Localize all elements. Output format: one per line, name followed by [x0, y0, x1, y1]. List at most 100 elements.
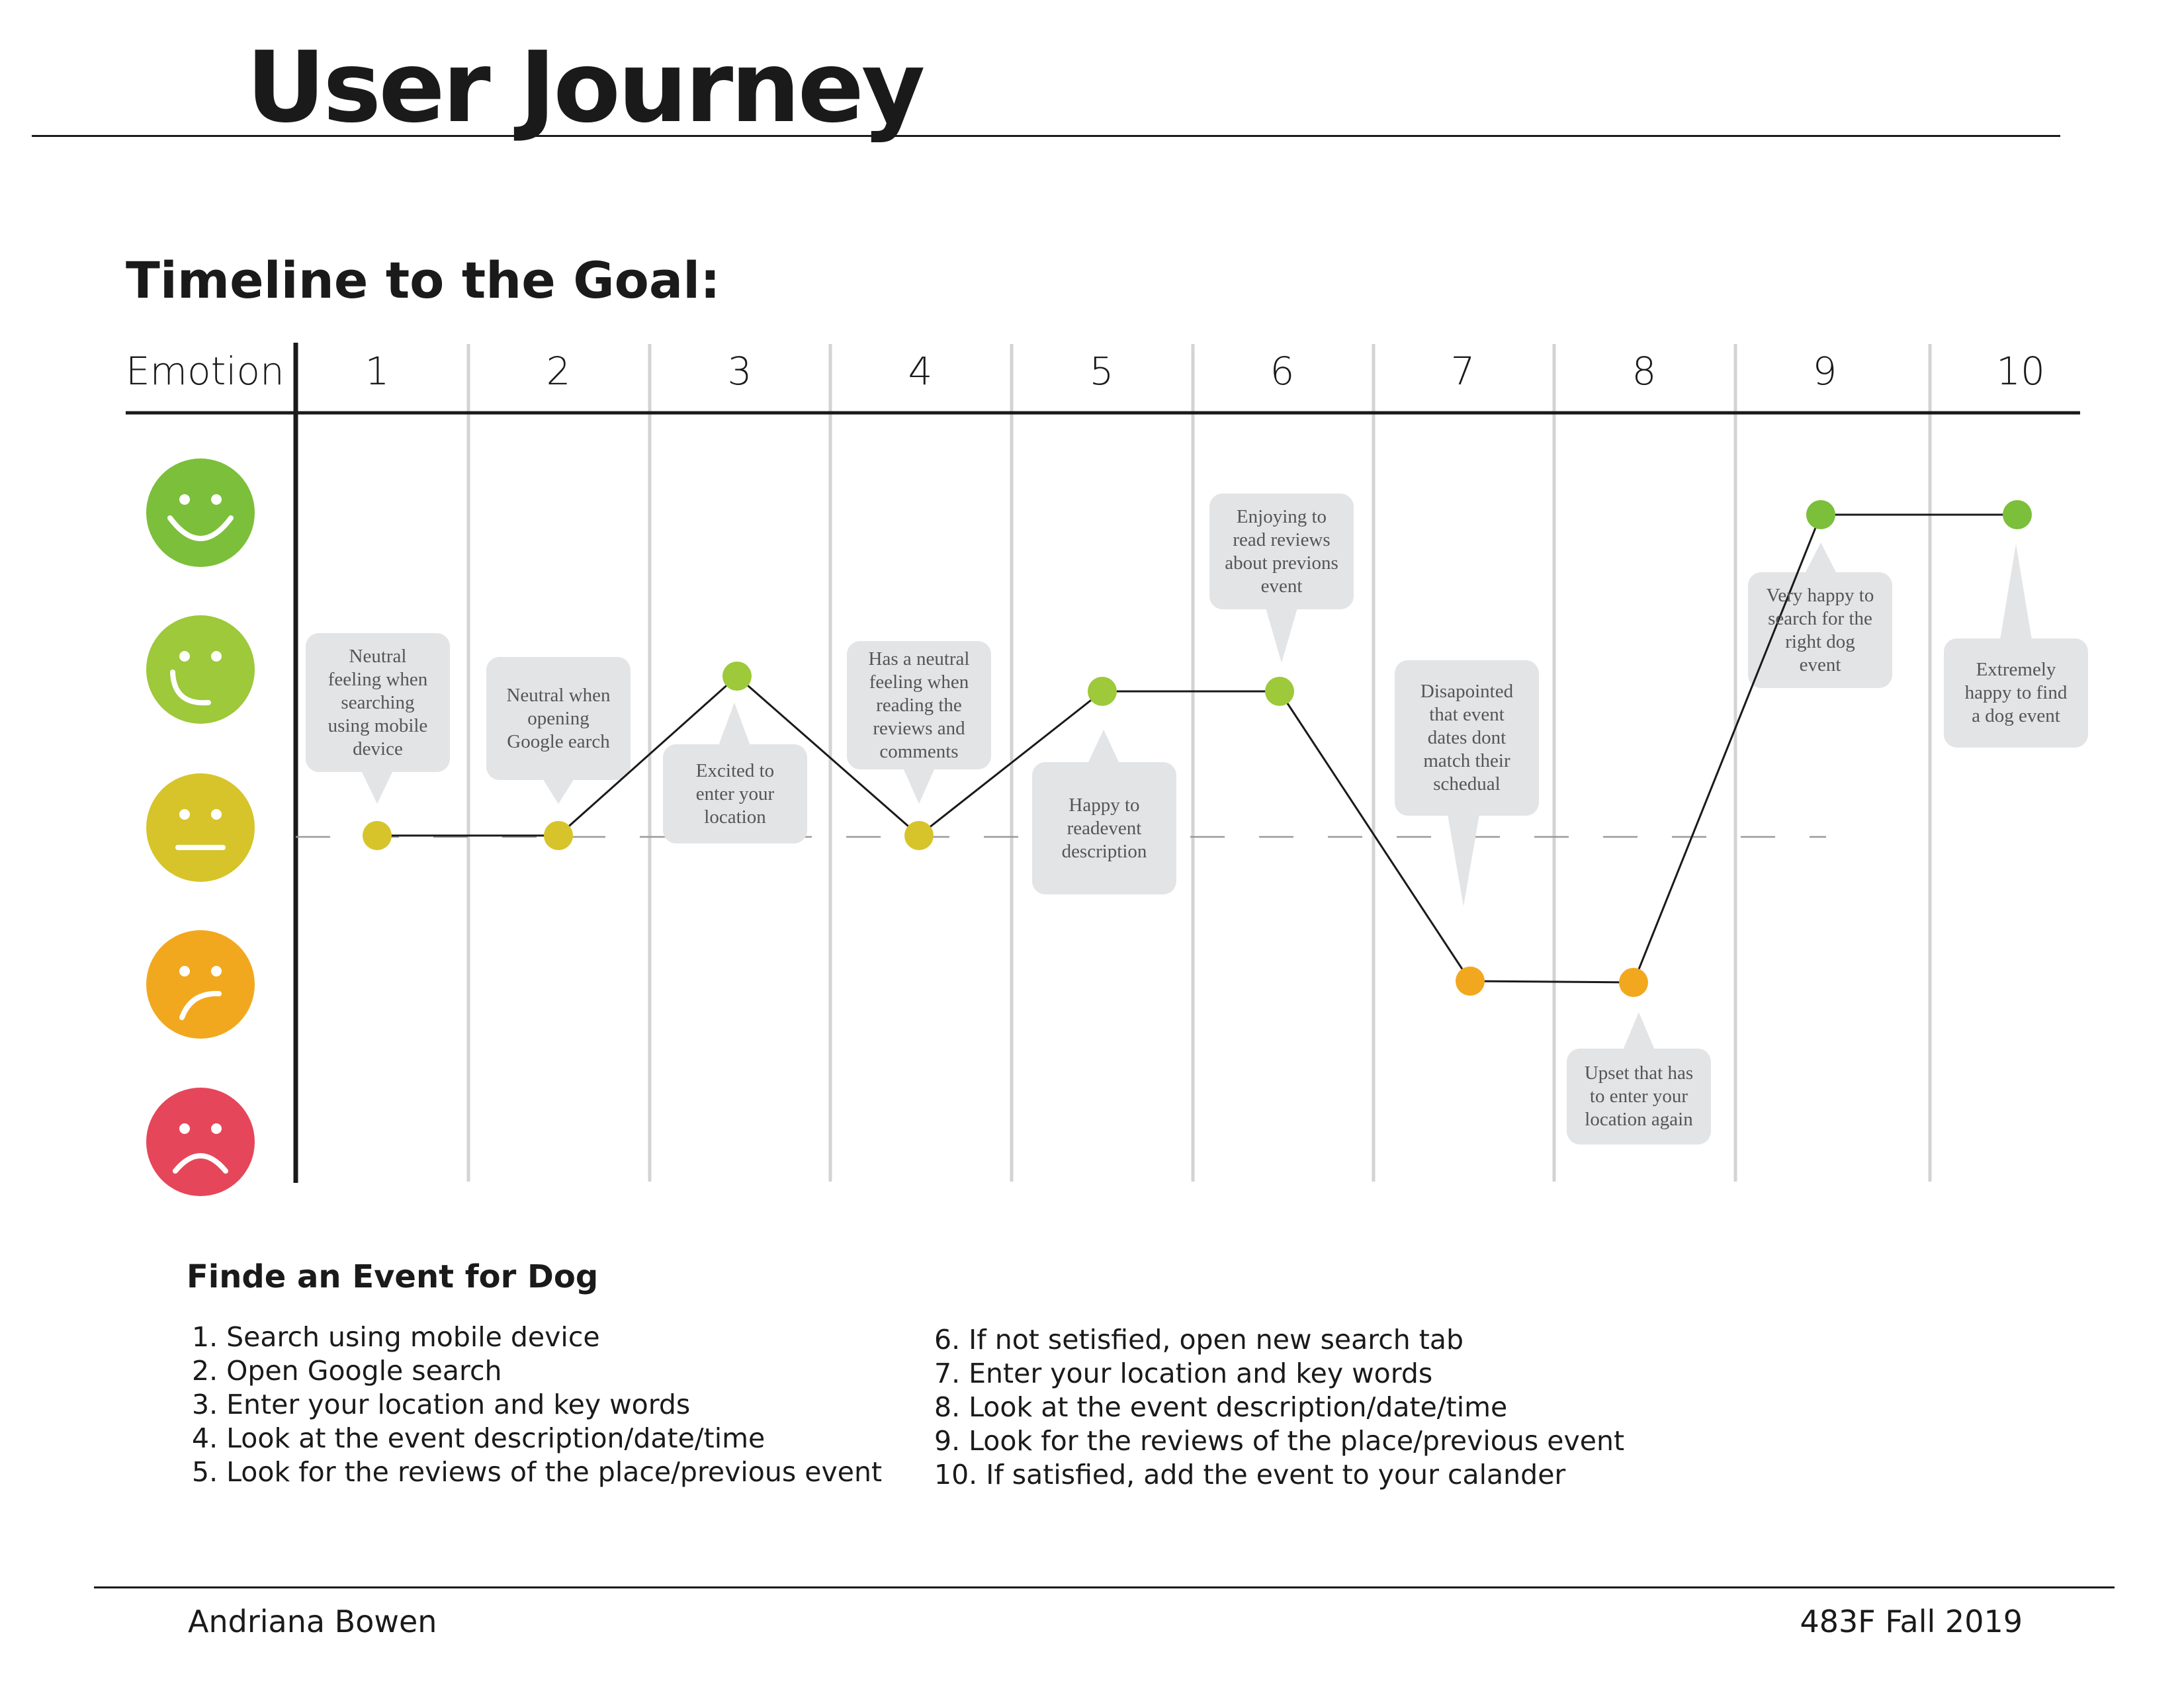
- journey-note-line: feeling when: [328, 668, 428, 690]
- happy-face-icon: [146, 615, 255, 724]
- note-bubble-tail: [361, 771, 393, 804]
- journey-note-line: Neutral when: [506, 684, 611, 706]
- note-bubble-tail: [2000, 544, 2032, 640]
- journey-note-line: a dog event: [1972, 705, 2060, 726]
- journey-note-line: match their: [1423, 750, 1510, 771]
- note-bubble: [1567, 1049, 1711, 1145]
- journey-note-step-10: Extremely happy to find a dog event: [1944, 638, 2088, 748]
- face-mouth: [170, 670, 211, 706]
- note-bubble-tail: [1448, 814, 1479, 906]
- face-eye: [211, 494, 222, 505]
- journey-note-line: comments: [879, 740, 959, 762]
- journey-note-line: Happy to: [1069, 794, 1140, 816]
- face-eye: [179, 494, 190, 505]
- journey-note-line: search for the: [1768, 607, 1872, 629]
- task-item: 7. Enter your location and key words: [934, 1358, 1433, 1389]
- note-bubble: [1032, 762, 1176, 894]
- task-list-left: 1. Search using mobile device 2. Open Go…: [192, 1320, 882, 1489]
- task-item: 3. Enter your location and key words: [192, 1389, 691, 1420]
- note-bubble: [1944, 638, 2088, 748]
- page-title: User Journey: [246, 30, 925, 144]
- note-bubble: [663, 744, 807, 844]
- face-mouth: [167, 515, 234, 541]
- journey-point-step-7: [1456, 967, 1485, 996]
- step-header-3: 3: [727, 349, 752, 394]
- journey-note-line: searching: [341, 691, 415, 713]
- title-underline: [32, 135, 2060, 137]
- step-header-1: 1: [365, 349, 390, 394]
- journey-note-text: Excited to enter your location: [696, 759, 774, 829]
- step-header-5: 5: [1089, 349, 1114, 394]
- step-header-4: 4: [908, 349, 933, 394]
- note-bubble: [1395, 660, 1539, 816]
- journey-point-step-1: [363, 821, 392, 850]
- journey-note-line: read reviews: [1233, 529, 1331, 550]
- face-eye: [211, 651, 222, 662]
- journey-note-step-4: Has a neutral feeling when reading the revi…: [847, 641, 991, 769]
- journey-note-line: Extremely: [1976, 659, 2056, 680]
- task-item: 1. Search using mobile device: [192, 1321, 600, 1353]
- emotion-column-header: Emotion: [126, 349, 284, 394]
- journey-note-line: that event: [1429, 704, 1505, 725]
- journey-note-text: Very happy to search for the right dog even…: [1767, 584, 1874, 677]
- step-header-6: 6: [1270, 349, 1295, 394]
- journey-note-line: Neutral: [349, 645, 407, 667]
- step-header-7: 7: [1450, 349, 1475, 394]
- journey-note-step-6: Enjoying to read reviews about previons eve…: [1209, 494, 1354, 609]
- note-bubble-tail: [543, 779, 574, 804]
- journey-note-text: Neutral when opening Google earch: [506, 684, 610, 754]
- step-header-8: 8: [1632, 349, 1657, 394]
- face-eye: [179, 651, 190, 662]
- journey-note-line: Has a neutral: [868, 648, 970, 670]
- note-bubble-tail: [1805, 542, 1837, 574]
- journey-line: [377, 513, 2017, 984]
- journey-point-step-3: [722, 662, 752, 691]
- face-mouth: [173, 1153, 228, 1174]
- step-header-9: 9: [1812, 349, 1837, 394]
- journey-note-line: event: [1799, 654, 1841, 675]
- journey-note-line: Enjoying to: [1236, 505, 1327, 527]
- journey-note-line: to enter your: [1589, 1086, 1688, 1107]
- note-bubble-tail: [1088, 730, 1119, 763]
- journey-point-step-6: [1265, 677, 1294, 706]
- journey-point-step-10: [2003, 500, 2032, 529]
- step-header-2: 2: [546, 349, 571, 394]
- very-sad-face-icon: [146, 1088, 255, 1196]
- task-item: 4. Look at the event description/date/ti…: [192, 1422, 765, 1454]
- journey-note-line: description: [1061, 840, 1147, 862]
- note-bubble: [847, 641, 991, 769]
- journey-note-step-9: Very happy to search for the right dog even…: [1748, 572, 1892, 688]
- note-bubble-tail: [719, 703, 750, 746]
- footer-rule: [94, 1586, 2115, 1588]
- task-item: 2. Open Google search: [192, 1355, 502, 1387]
- journey-point-step-9: [1806, 500, 1835, 529]
- task-item: 5. Look for the reviews of the place/pre…: [192, 1456, 883, 1488]
- journey-note-line: device: [353, 738, 403, 759]
- note-bubble-tail: [1266, 608, 1297, 663]
- journey-point-step-4: [904, 821, 934, 850]
- journey-note-text: Extremely happy to find a dog event: [1965, 658, 2068, 728]
- journey-note-line: Very happy to: [1766, 584, 1874, 606]
- journey-note-line: Google earch: [507, 730, 610, 752]
- journey-note-step-7: Disapointed that event dates dont match the…: [1395, 660, 1539, 816]
- journey-note-line: right dog: [1785, 630, 1855, 652]
- journey-note-line: dates dont: [1427, 727, 1507, 748]
- journey-note-line: opening: [527, 707, 590, 729]
- journey-note-line: Upset that has: [1584, 1062, 1694, 1084]
- note-bubble: [1748, 572, 1892, 688]
- journey-note-line: location: [704, 806, 766, 828]
- journey-note-line: about previons: [1225, 552, 1338, 574]
- task-item: 6. If not setisfied, open new search tab: [934, 1324, 1464, 1356]
- journey-note-step-1: Neutral feeling when searching using mobile…: [306, 633, 450, 772]
- journey-note-line: Excited to: [695, 759, 775, 781]
- journey-note-line: reading the: [876, 694, 962, 716]
- journey-note-text: Has a neutral feeling when reading the revi…: [869, 648, 970, 763]
- task-item: 9. Look for the reviews of the place/pre…: [934, 1425, 1625, 1457]
- course-label: 483F Fall 2019: [1800, 1604, 2023, 1639]
- journey-note-line: location again: [1585, 1109, 1693, 1130]
- note-bubble: [306, 633, 450, 772]
- note-bubble-tail: [903, 768, 935, 804]
- face-eye: [179, 1123, 190, 1134]
- face-eye: [211, 1123, 222, 1134]
